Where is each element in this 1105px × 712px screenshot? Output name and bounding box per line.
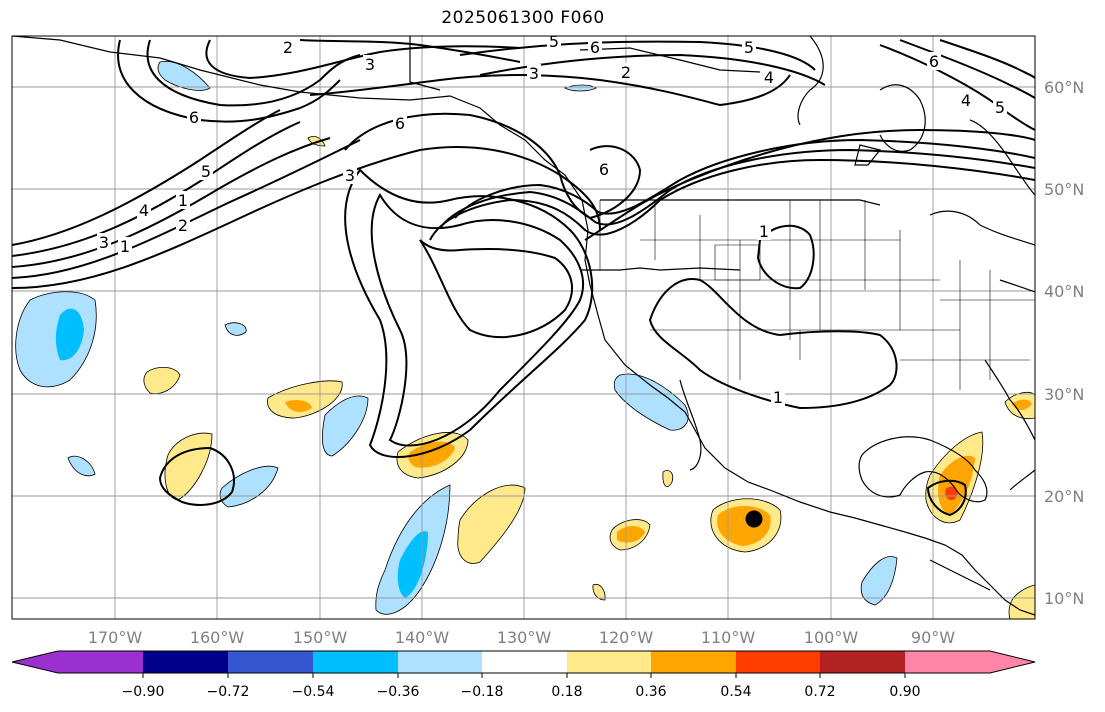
lon-tick-label: 160°W [190, 628, 245, 647]
contour-label-group: 2 3 6 5 6 5 3 2 4 6 4 5 6 6 [97, 32, 1007, 407]
colorbar-tick-label: 0.90 [889, 684, 920, 700]
contour-label: 4 [764, 68, 774, 87]
colorbar-segment [228, 651, 313, 673]
contour-label: 3 [99, 233, 109, 252]
lat-tick-label: 40°N [1044, 282, 1084, 301]
contour-label: 6 [590, 38, 600, 57]
colorbar-segment [398, 651, 482, 673]
map-frame [11, 35, 1036, 620]
contour-label: 1 [773, 388, 783, 407]
lat-tick-label: 20°N [1044, 487, 1084, 506]
contour-label: 1 [759, 222, 769, 241]
colorbar-tick-label: −0.54 [292, 684, 335, 700]
colorbar-tick-label: −0.72 [207, 684, 250, 700]
contour-label: 4 [139, 201, 149, 220]
anomaly-shading [15, 60, 1035, 619]
map-title: 2025061300 F060 [441, 8, 605, 28]
graticule [12, 36, 1035, 619]
contour-label: 6 [189, 108, 199, 127]
colorbar-segment [905, 651, 990, 673]
lat-tick-label: 10°N [1044, 589, 1084, 608]
colorbar-tick-label: 0.54 [720, 684, 751, 700]
lon-tick-label: 130°W [497, 628, 552, 647]
contour-label: 6 [929, 52, 939, 71]
lat-tick-label: 30°N [1044, 385, 1084, 404]
colorbar-segment [58, 651, 143, 673]
colorbar-tick-label: 0.36 [635, 684, 666, 700]
map-area: 2 3 6 5 6 5 3 2 4 6 4 5 6 6 [12, 32, 1035, 619]
contour-label: 3 [345, 166, 355, 185]
contour-label: 4 [961, 91, 971, 110]
colorbar-tick-label: −0.36 [377, 684, 420, 700]
state-borders [599, 200, 1035, 390]
colorbar-segment [143, 651, 228, 673]
contour-label: 5 [549, 32, 559, 51]
lon-tick-label: 120°W [599, 628, 654, 647]
lat-tick-label: 60°N [1044, 78, 1084, 97]
colorbar: −0.90 −0.72 −0.54 −0.36 −0.18 0.18 0.36 … [11, 650, 1036, 700]
contour-label: 2 [283, 38, 293, 57]
lon-tick-label: 100°W [804, 628, 859, 647]
contour-label: 2 [178, 216, 188, 235]
contour-label: 6 [395, 114, 405, 133]
colorbar-extend-high [990, 651, 1035, 673]
contour-label: 1 [120, 237, 130, 256]
contour-label: 2 [621, 63, 631, 82]
colorbar-extend-low [12, 651, 58, 673]
storm-center-marker [745, 510, 763, 528]
colorbar-tick-label: −0.90 [122, 684, 165, 700]
contour-label: 5 [744, 38, 754, 57]
colorbar-outline [11, 650, 1036, 674]
lon-tick-label: 90°W [911, 628, 955, 647]
colorbar-segment [736, 651, 820, 673]
coastlines [12, 36, 1035, 616]
lon-tick-label: 150°W [293, 628, 348, 647]
contour-label: 6 [599, 160, 609, 179]
lon-tick-label: 110°W [701, 628, 756, 647]
contour-lines [12, 39, 1035, 517]
latitude-axis: 60°N 50°N 40°N 30°N 20°N 10°N [1044, 78, 1084, 608]
contour-label: 5 [201, 162, 211, 181]
colorbar-tick-label: 0.18 [551, 684, 582, 700]
colorbar-segment [313, 651, 398, 673]
contour-label: 5 [995, 98, 1005, 117]
lat-tick-label: 50°N [1044, 180, 1084, 199]
colorbar-segment [820, 651, 905, 673]
contour-label: 3 [529, 64, 539, 83]
longitude-axis: 170°W 160°W 150°W 140°W 130°W 120°W 110°… [88, 628, 955, 647]
colorbar-tick-label: 0.72 [804, 684, 835, 700]
contour-label: 1 [178, 191, 188, 210]
colorbar-segment [651, 651, 736, 673]
colorbar-segment [482, 651, 567, 673]
colorbar-tick-label: −0.18 [461, 684, 504, 700]
colorbar-segment [567, 651, 651, 673]
lon-tick-label: 140°W [395, 628, 450, 647]
lon-tick-label: 170°W [88, 628, 143, 647]
contour-label: 3 [365, 55, 375, 74]
